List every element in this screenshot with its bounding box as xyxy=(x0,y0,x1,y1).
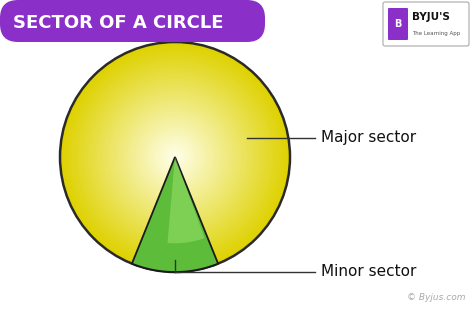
Circle shape xyxy=(113,95,237,219)
Circle shape xyxy=(96,78,254,236)
Circle shape xyxy=(109,91,241,223)
Circle shape xyxy=(164,146,186,168)
Circle shape xyxy=(140,122,210,192)
Circle shape xyxy=(76,58,274,256)
Circle shape xyxy=(80,62,270,252)
Circle shape xyxy=(152,134,198,180)
Circle shape xyxy=(119,101,231,213)
Circle shape xyxy=(154,135,197,179)
Circle shape xyxy=(116,98,234,216)
Circle shape xyxy=(66,48,284,266)
Circle shape xyxy=(102,84,248,230)
Circle shape xyxy=(74,56,275,258)
FancyBboxPatch shape xyxy=(0,0,265,42)
Polygon shape xyxy=(132,157,218,272)
Circle shape xyxy=(106,88,244,226)
Text: SECTOR OF A CIRCLE: SECTOR OF A CIRCLE xyxy=(13,14,224,32)
Circle shape xyxy=(87,69,263,245)
Circle shape xyxy=(70,52,280,262)
Circle shape xyxy=(166,148,183,166)
Circle shape xyxy=(125,107,225,207)
Circle shape xyxy=(156,138,194,176)
Circle shape xyxy=(162,144,188,170)
Circle shape xyxy=(112,94,238,220)
Text: B: B xyxy=(394,19,401,29)
Circle shape xyxy=(133,115,217,199)
Circle shape xyxy=(122,104,228,210)
Text: BYJU'S: BYJU'S xyxy=(412,12,450,22)
Circle shape xyxy=(100,82,250,232)
Circle shape xyxy=(149,131,201,183)
Polygon shape xyxy=(167,157,204,243)
Circle shape xyxy=(165,147,185,167)
Circle shape xyxy=(79,61,271,253)
Circle shape xyxy=(99,81,251,233)
Circle shape xyxy=(173,155,176,159)
Text: © Byjus.com: © Byjus.com xyxy=(408,293,466,302)
FancyBboxPatch shape xyxy=(383,2,469,46)
Circle shape xyxy=(158,140,192,174)
Circle shape xyxy=(60,42,290,272)
Circle shape xyxy=(69,51,282,263)
Circle shape xyxy=(115,97,236,217)
Circle shape xyxy=(136,118,214,196)
Circle shape xyxy=(137,120,212,194)
Circle shape xyxy=(132,114,218,200)
Circle shape xyxy=(139,121,211,193)
Circle shape xyxy=(126,108,224,206)
Circle shape xyxy=(142,124,208,190)
Circle shape xyxy=(82,64,268,250)
Circle shape xyxy=(129,111,221,203)
Circle shape xyxy=(148,130,202,184)
Text: Minor sector: Minor sector xyxy=(321,265,416,280)
Circle shape xyxy=(64,46,286,268)
Circle shape xyxy=(67,49,283,265)
Circle shape xyxy=(155,137,195,177)
Circle shape xyxy=(169,151,181,163)
Circle shape xyxy=(159,141,191,173)
Circle shape xyxy=(108,89,243,225)
Circle shape xyxy=(130,112,219,201)
Circle shape xyxy=(84,66,265,248)
Circle shape xyxy=(105,87,246,227)
Circle shape xyxy=(143,125,207,188)
Circle shape xyxy=(90,72,260,242)
Circle shape xyxy=(97,79,253,235)
Circle shape xyxy=(123,105,227,209)
Circle shape xyxy=(72,53,279,260)
Circle shape xyxy=(62,44,289,271)
Circle shape xyxy=(146,128,204,186)
Circle shape xyxy=(86,68,264,246)
Circle shape xyxy=(103,85,247,229)
Circle shape xyxy=(171,153,179,161)
Text: The Learning App: The Learning App xyxy=(412,32,460,36)
Circle shape xyxy=(89,71,261,243)
Circle shape xyxy=(77,59,273,255)
Text: Major sector: Major sector xyxy=(321,130,416,145)
Circle shape xyxy=(172,154,178,160)
Circle shape xyxy=(151,133,200,181)
Circle shape xyxy=(145,127,205,187)
Circle shape xyxy=(168,150,182,164)
FancyBboxPatch shape xyxy=(388,8,408,40)
Circle shape xyxy=(63,45,287,269)
Circle shape xyxy=(120,102,229,212)
Circle shape xyxy=(135,117,215,197)
Circle shape xyxy=(83,65,267,249)
Circle shape xyxy=(73,55,277,259)
Circle shape xyxy=(94,77,255,238)
Circle shape xyxy=(91,74,258,240)
Circle shape xyxy=(110,92,240,222)
Circle shape xyxy=(118,99,233,214)
Circle shape xyxy=(93,75,257,239)
Circle shape xyxy=(128,110,222,205)
Circle shape xyxy=(161,143,190,171)
